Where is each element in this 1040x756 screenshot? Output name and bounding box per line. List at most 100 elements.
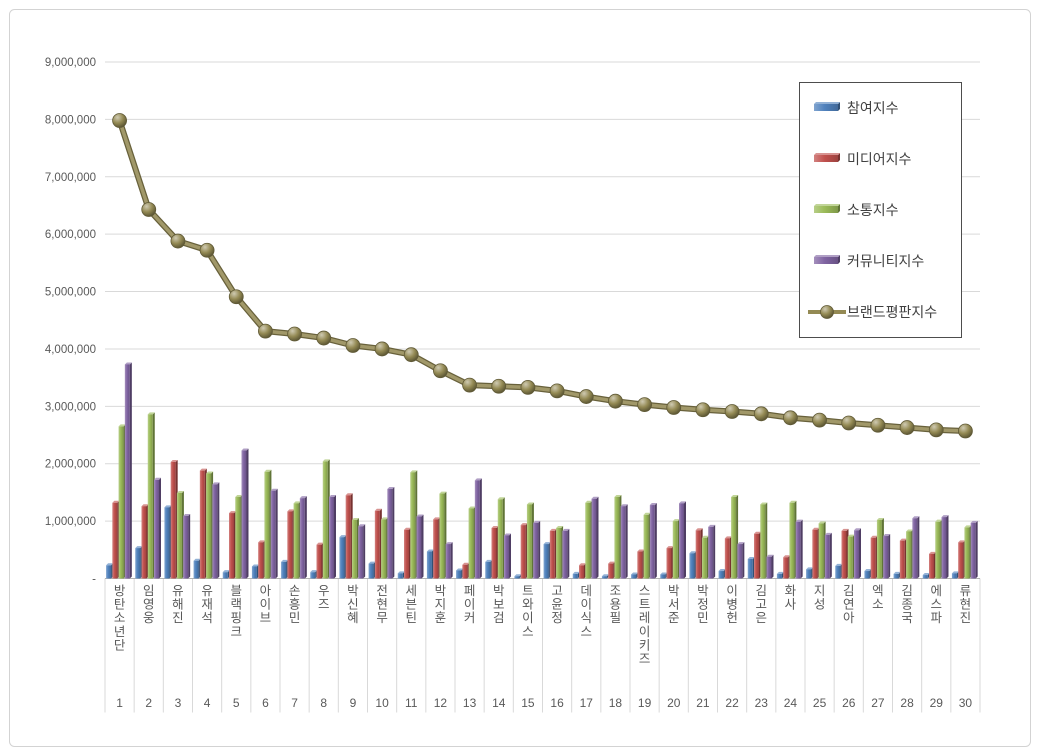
svg-text:류: 류 (960, 584, 972, 598)
svg-text:페: 페 (464, 584, 476, 598)
bar (183, 513, 191, 579)
bar (883, 534, 891, 579)
bar (299, 496, 307, 579)
bar (193, 558, 201, 579)
bar (776, 571, 784, 579)
brand-index-marker (928, 422, 944, 438)
brand-index-marker (870, 417, 886, 433)
svg-text:박: 박 (347, 584, 359, 598)
svg-text:크: 크 (230, 625, 242, 639)
rank-label: 24 (784, 696, 798, 710)
category-label: 우즈 (318, 584, 330, 612)
svg-text:틴: 틴 (405, 611, 417, 625)
svg-text:년: 년 (114, 625, 126, 639)
legend-item: 미디어지수 (814, 151, 912, 167)
svg-text:소: 소 (872, 598, 884, 612)
svg-text:흥: 흥 (289, 598, 301, 612)
svg-text:민: 민 (697, 611, 709, 625)
rank-label: 2 (145, 696, 152, 710)
bar (876, 517, 884, 579)
legend-swatch (814, 204, 840, 213)
svg-text:이: 이 (726, 584, 738, 598)
brand-index-marker (841, 415, 857, 431)
bar (426, 549, 434, 579)
bar (695, 528, 703, 579)
bar (835, 563, 843, 579)
rank-label: 16 (550, 696, 564, 710)
svg-text:즈: 즈 (318, 598, 330, 612)
svg-text:은: 은 (755, 611, 767, 625)
brand-index-marker (374, 341, 390, 357)
bar (958, 540, 966, 579)
svg-text:진: 진 (960, 611, 972, 625)
svg-text:우: 우 (318, 584, 330, 598)
svg-text:진: 진 (172, 611, 184, 625)
svg-text:방: 방 (114, 584, 126, 598)
rank-label: 28 (900, 696, 914, 710)
bar (147, 412, 155, 579)
bar (281, 559, 289, 579)
y-axis-label: - (92, 574, 96, 586)
brand-index-marker (287, 326, 302, 342)
legend-item: 커뮤니티지수 (814, 253, 924, 269)
bar (287, 509, 295, 579)
svg-text:혜: 혜 (347, 611, 359, 625)
bar (689, 551, 697, 579)
bar (491, 525, 499, 579)
rank-label: 9 (350, 696, 357, 710)
bar (322, 459, 330, 579)
bar (164, 505, 172, 579)
svg-text:사: 사 (785, 598, 797, 612)
bar (724, 536, 732, 579)
svg-text:블: 블 (230, 584, 242, 598)
svg-text:웅: 웅 (143, 611, 155, 625)
y-axis-label: 3,000,000 (45, 401, 96, 413)
category-label: 이병헌 (726, 584, 738, 625)
y-axis-label: 9,000,000 (45, 57, 96, 69)
bar (812, 527, 820, 579)
legend-swatch (814, 153, 840, 162)
category-label: 조용필 (610, 584, 622, 625)
y-axis-label: 8,000,000 (45, 114, 96, 126)
bar (241, 448, 249, 579)
bar (358, 524, 366, 579)
brand-index-marker (316, 330, 332, 346)
bar (854, 528, 861, 579)
bar (643, 512, 651, 579)
bar (766, 554, 774, 579)
category-label: 손흥민 (289, 584, 301, 625)
bar (718, 569, 726, 579)
bar (381, 517, 389, 579)
rank-label: 27 (871, 696, 885, 710)
bar (549, 528, 557, 579)
brand-index-marker (812, 412, 827, 428)
brand-index-marker (724, 404, 740, 419)
category-label: 페이커 (464, 584, 476, 625)
bar (806, 567, 814, 579)
bar-series-미디어지수 (112, 460, 966, 579)
bar (906, 529, 914, 579)
svg-text:민: 민 (289, 611, 301, 625)
bar (112, 500, 120, 579)
svg-text:해: 해 (172, 598, 184, 612)
svg-text:세: 세 (405, 584, 417, 598)
svg-text:훈: 훈 (435, 611, 447, 625)
svg-text:조: 조 (610, 584, 622, 598)
svg-text:이: 이 (639, 625, 651, 639)
bar-series-참여지수 (106, 505, 959, 579)
rank-label: 19 (638, 696, 652, 710)
svg-text:스: 스 (580, 625, 592, 639)
bar (339, 535, 347, 579)
bar (135, 546, 143, 579)
bar (951, 571, 959, 579)
rank-label: 6 (262, 696, 269, 710)
svg-text:검: 검 (493, 611, 505, 625)
bar (251, 564, 259, 579)
svg-text:아: 아 (260, 584, 272, 598)
rank-label: 15 (521, 696, 535, 710)
bar (591, 496, 599, 579)
bar (345, 493, 353, 579)
brand-index-marker (462, 377, 477, 393)
rank-label: 3 (175, 696, 182, 710)
